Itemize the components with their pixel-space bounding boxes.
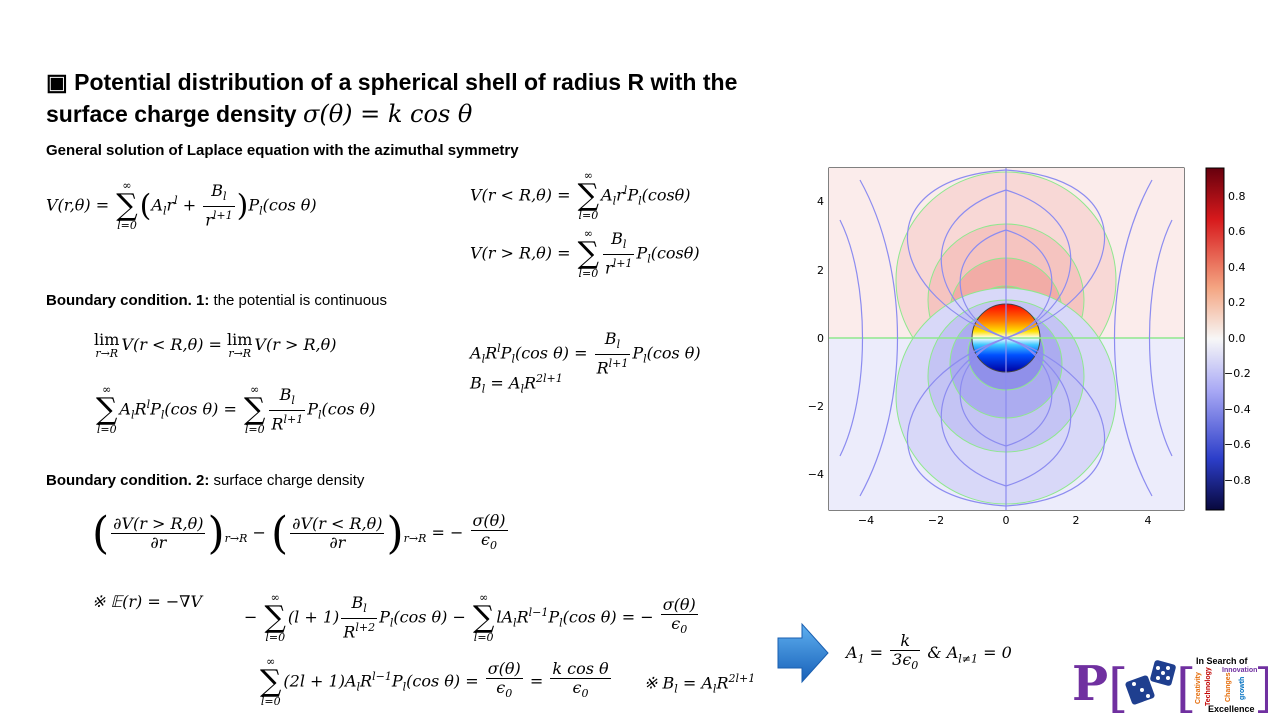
y-tick: 4 [817, 195, 824, 208]
equation-combined-series: ∞ ∑ l=0 (2l + 1)AlRl−1Pl(cos θ) = σ(θ) ϵ0 = … [260, 655, 611, 708]
streamline [907, 337, 1007, 507]
bc2-label: Boundary condition. 2: [46, 472, 210, 489]
note-field: ※ 𝔼(r) = −∇V [92, 592, 203, 611]
y-tick: 2 [817, 264, 824, 277]
logo-bracket-left: [ [1108, 659, 1128, 716]
colorbar-tick: −0.6 [1224, 438, 1251, 451]
colorbar-tick: −0.2 [1224, 367, 1251, 380]
streamline [907, 169, 1007, 339]
potential-plot: 4 2 0 −2 −4 −4 −2 0 2 4 0.8 0.6 0.4 0.2 … [808, 167, 1251, 527]
streamline [839, 219, 864, 457]
colorbar-tick: 0.2 [1228, 296, 1246, 309]
logo-line: Innovation [1222, 667, 1257, 674]
streamline [1005, 169, 1105, 339]
bc1-text: the potential is continuous [209, 292, 387, 309]
dice-icon [1125, 660, 1176, 705]
section-general-solution-heading: General solution of Laplace equation wit… [46, 142, 519, 159]
logo-line: Excellence [1208, 704, 1255, 714]
logo-word: Changes [1225, 672, 1232, 702]
x-tick: 0 [1003, 514, 1010, 527]
equation-result: A1 = k 3ϵ0 & Al≠1 = 0 [846, 631, 1012, 673]
logo-bracket-mid: [ [1176, 659, 1196, 716]
x-tick: 2 [1073, 514, 1080, 527]
x-tick: −2 [928, 514, 944, 527]
streamlines [839, 168, 1173, 510]
equation-derivative-series: − ∞ ∑ l=0 (l + 1) Bl Rl+2 Pl(cos θ) − ∞ ∑ l=0 lAl… [244, 591, 698, 644]
equation-outside: V(r > R,θ) = ∞ ∑ l=0 Bl rl+1 Pl(cosθ) [470, 227, 700, 280]
logo: P [ [ In Search of Innovation Excellence… [1072, 656, 1268, 716]
logo-bracket-right: ] [1254, 659, 1268, 716]
x-tick: 4 [1145, 514, 1152, 527]
y-tick: −2 [808, 400, 824, 413]
streamline [859, 179, 898, 497]
x-tick: −4 [858, 514, 874, 527]
colorbar-tick: −0.4 [1224, 403, 1251, 416]
title-math: σ(θ) = k cos θ [302, 100, 473, 128]
section-bc2-heading: Boundary condition. 2: surface charge de… [46, 472, 364, 489]
logo-line: In Search of [1196, 656, 1249, 666]
x-axis: −4 −2 0 2 4 [858, 514, 1152, 527]
equation-coefficient-match: AlRlPl(cos θ) = Bl Rl+1 Pl(cos θ) [470, 329, 701, 378]
slide-title: ▣ Potential distribution of a spherical … [46, 66, 806, 130]
colorbar-tick: −0.8 [1224, 474, 1251, 487]
equation-B-relation: Bl = AlR2l+1 [470, 372, 563, 396]
bc1-label: Boundary condition. 1: [46, 292, 210, 309]
streamline [1114, 179, 1153, 497]
streamline [1005, 337, 1105, 507]
title-marker: ▣ [46, 69, 68, 95]
bc2-text: surface charge density [209, 472, 365, 489]
colorbar-tick: 0.4 [1228, 261, 1246, 274]
logo-word: Creativity [1195, 672, 1202, 704]
streamline [1148, 219, 1173, 457]
arrow-right-icon [777, 622, 829, 684]
equation-general-solution: V(r,θ) = ∞ ∑ l=0 (Alrl + Bl rl+1)Pl(cos θ) [46, 179, 317, 232]
equation-derivative-jump: (∂V(r > R,θ) ∂r)r→R − (∂V(r < R,θ) ∂r)r→R … [92, 508, 508, 559]
logo-word: Technology [1205, 667, 1212, 706]
title-line2: surface charge density [46, 101, 303, 127]
section-bc1-heading: Boundary condition. 1: the potential is … [46, 292, 387, 309]
colorbar-tick: 0.6 [1228, 225, 1246, 238]
title-line1: Potential distribution of a spherical sh… [74, 69, 738, 95]
plot-field [829, 168, 1184, 510]
y-tick: 0 [817, 332, 824, 345]
equation-inside: V(r < R,θ) = ∞ ∑ l=0 AlrlPl(cosθ) [470, 169, 691, 222]
logo-letter: P [1072, 656, 1108, 712]
colorbar-tick: 0.8 [1228, 190, 1246, 203]
colorbar [1205, 167, 1225, 511]
y-axis: 4 2 0 −2 −4 [808, 195, 824, 481]
colorbar-tick: 0.0 [1228, 332, 1246, 345]
equation-limit: lim r→R V(r < R,θ) = lim r→R V(r > R,θ) [94, 330, 337, 360]
logo-word: growth [1239, 677, 1246, 700]
y-tick: −4 [808, 468, 824, 481]
colorbar-ticks: 0.8 0.6 0.4 0.2 0.0 −0.2 −0.4 −0.6 −0.8 [1224, 190, 1251, 487]
equation-series-match: ∞ ∑ l=0 AlRlPl(cos θ) = ∞ ∑ l=0 Bl Rl+1 Pl(cos θ… [96, 383, 376, 436]
note-B: ※ Bl = AlR2l+1 [644, 672, 756, 696]
